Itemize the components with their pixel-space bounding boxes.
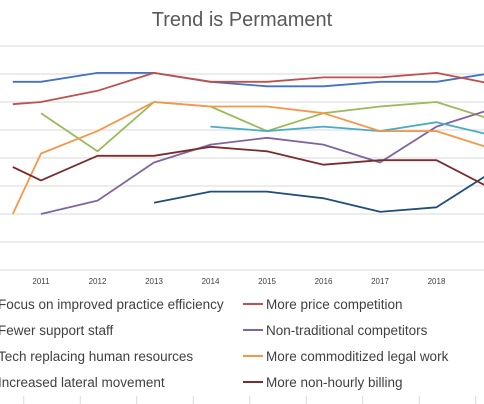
chart-title: Trend is Permament	[152, 9, 333, 31]
series-line-2	[40, 101, 484, 153]
x-tick-label: 2011	[32, 277, 50, 286]
x-tick-label: 2013	[145, 277, 163, 286]
x-tick-label: 2015	[258, 277, 276, 286]
series-line-7	[12, 145, 484, 186]
series-line-3	[40, 110, 484, 215]
legend-label: Fewer support staff	[0, 323, 114, 338]
series-line-6	[153, 176, 484, 213]
gridlines	[0, 45, 484, 404]
legend-label: Focus on improved practice efficiency	[0, 297, 224, 312]
x-tick-label: 2014	[202, 277, 220, 286]
x-tick-label: 2017	[371, 277, 389, 286]
legend: Focus on improved practice efficiency Mor…	[0, 297, 449, 390]
series-line-1	[12, 72, 484, 106]
x-axis-ticks: 2011 2012 2013 2014 2015 2016 2017 2018	[32, 277, 446, 286]
legend-label: More commoditized legal work	[266, 349, 449, 364]
x-tick-label: 2016	[315, 277, 333, 286]
x-tick-label: 2012	[89, 277, 107, 286]
legend-label: More price competition	[266, 297, 403, 312]
legend-label: Non-traditional competitors	[266, 323, 428, 338]
series-line-0	[12, 72, 484, 88]
legend-label: Increased lateral movement	[0, 375, 165, 390]
series-line-5	[11, 101, 484, 215]
legend-label: Tech replacing human resources	[0, 349, 193, 364]
series-lines	[11, 72, 484, 215]
legend-label: More non-hourly billing	[266, 375, 403, 390]
x-tick-label: 2018	[428, 277, 446, 286]
